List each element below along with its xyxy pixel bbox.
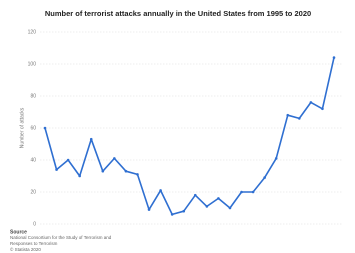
data-point (89, 137, 93, 141)
data-point (240, 190, 243, 194)
data-point (263, 176, 266, 179)
data-line (44, 57, 335, 216)
source-line: Responses to Terrorism (10, 241, 58, 246)
data-point (66, 158, 70, 162)
data-point (136, 173, 139, 176)
data-point (170, 213, 174, 216)
y-tick-label: 100 (28, 61, 37, 67)
data-point (159, 189, 162, 192)
data-point (309, 101, 313, 104)
data-point (43, 126, 47, 130)
data-point (147, 208, 151, 211)
source-heading: Source (10, 229, 27, 235)
data-point (286, 113, 290, 117)
source-line: National Consortium for the Study of Ter… (10, 235, 112, 240)
y-tick-label: 20 (30, 189, 36, 195)
y-tick-label: 120 (28, 29, 37, 35)
data-point (113, 157, 116, 160)
data-point (78, 174, 81, 178)
data-point (205, 205, 209, 208)
data-point (55, 168, 58, 171)
data-point (193, 193, 197, 197)
data-point (332, 56, 336, 59)
data-point (251, 190, 255, 194)
y-tick-label: 0 (33, 221, 36, 227)
y-tick-label: 40 (30, 157, 36, 163)
y-tick-label: 60 (30, 125, 36, 131)
source-line: © Statista 2020 (10, 246, 41, 252)
y-tick-label: 80 (30, 93, 36, 99)
data-point (228, 206, 232, 210)
data-point (124, 169, 128, 173)
data-point (298, 117, 301, 120)
y-axis-label: Number of attacks (19, 107, 25, 148)
data-point (274, 157, 278, 160)
data-point (182, 209, 186, 213)
chart-title: Number of terrorist attacks annually in … (45, 9, 311, 18)
data-point (217, 197, 220, 200)
data-point (101, 169, 105, 173)
data-point (321, 107, 324, 111)
